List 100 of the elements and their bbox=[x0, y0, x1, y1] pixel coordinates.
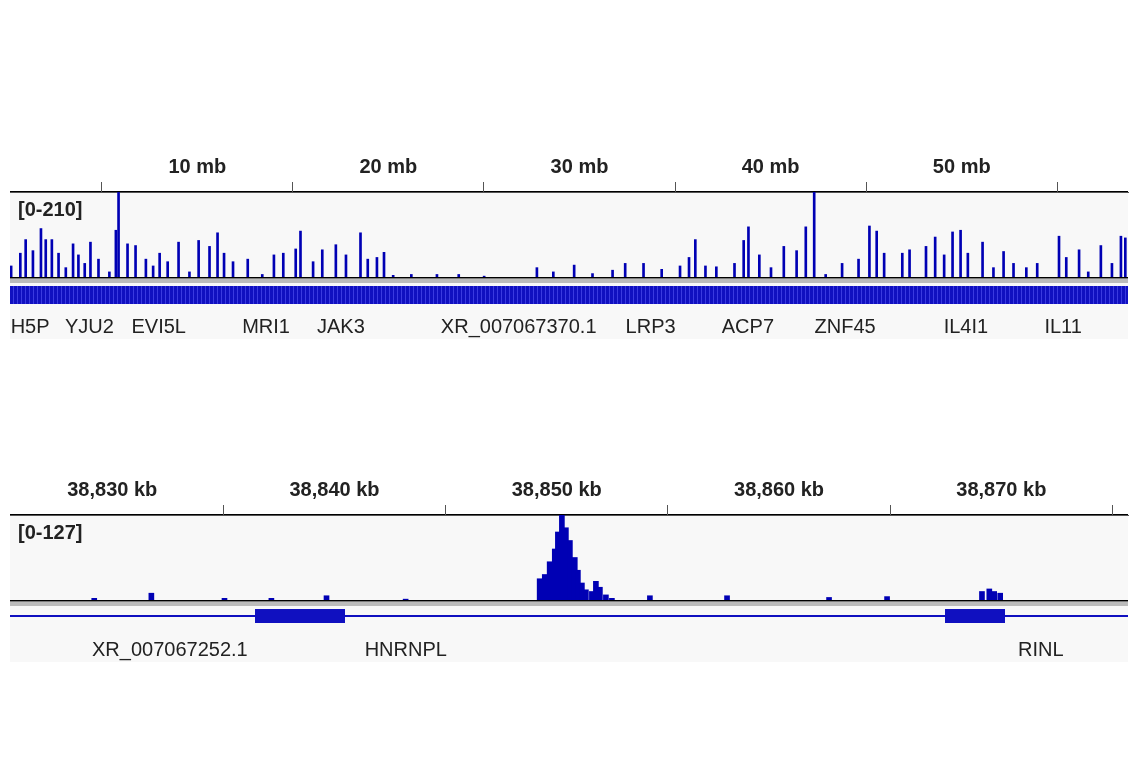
bar bbox=[1086, 271, 1090, 277]
bar bbox=[260, 274, 264, 277]
bar bbox=[246, 258, 250, 277]
bar bbox=[366, 258, 370, 277]
bar bbox=[134, 245, 137, 277]
bar bbox=[724, 595, 730, 600]
text: H5P bbox=[10, 314, 50, 337]
bar bbox=[188, 271, 191, 277]
bar bbox=[221, 597, 228, 600]
text: ACP7 bbox=[721, 314, 775, 337]
bar bbox=[981, 241, 984, 277]
bar bbox=[126, 243, 129, 277]
bar bbox=[884, 596, 890, 600]
text: RINL bbox=[1018, 637, 1064, 660]
bar bbox=[18, 252, 22, 277]
bar bbox=[299, 230, 302, 277]
bar bbox=[294, 248, 298, 277]
text: XR_007067370.1 bbox=[440, 314, 597, 338]
bar bbox=[642, 263, 645, 277]
bar bbox=[410, 274, 413, 277]
bar bbox=[747, 226, 750, 277]
bar bbox=[359, 232, 362, 277]
text: HNRNPL bbox=[364, 637, 447, 660]
x-tick-label: 10 mb bbox=[168, 154, 227, 177]
bar bbox=[611, 269, 614, 277]
bar bbox=[804, 226, 808, 277]
bar bbox=[704, 265, 707, 277]
x-tick-label: 30 mb bbox=[550, 154, 609, 177]
x-tick-label: 38,840 kb bbox=[289, 477, 380, 500]
bar bbox=[197, 240, 200, 277]
text: MRI1 bbox=[242, 314, 290, 337]
annotation: [0-210] bbox=[18, 197, 83, 220]
bar bbox=[552, 271, 555, 277]
bar bbox=[77, 254, 80, 277]
bar bbox=[166, 261, 169, 277]
bar bbox=[623, 263, 627, 277]
bar bbox=[177, 241, 180, 277]
bar bbox=[1064, 257, 1068, 277]
bar bbox=[875, 230, 879, 277]
text: LRP3 bbox=[625, 314, 676, 337]
bar bbox=[1012, 263, 1015, 277]
text: IL4I1 bbox=[943, 314, 989, 337]
bar bbox=[216, 232, 219, 277]
x-tick-label: 20 mb bbox=[359, 154, 418, 177]
bar bbox=[24, 239, 27, 277]
annotation: [0-127] bbox=[18, 520, 83, 543]
bar bbox=[660, 269, 664, 277]
bar bbox=[742, 240, 746, 277]
bar bbox=[323, 595, 330, 600]
bar bbox=[281, 252, 285, 277]
bar bbox=[693, 239, 697, 277]
bar bbox=[782, 246, 786, 277]
bar bbox=[1035, 263, 1039, 277]
bar bbox=[457, 274, 461, 277]
bar bbox=[1123, 237, 1127, 277]
x-tick-label: 40 mb bbox=[741, 154, 800, 177]
text: YJU2 bbox=[64, 314, 114, 337]
text: XR_007067252.1 bbox=[92, 637, 248, 661]
x-tick-label: 50 mb bbox=[932, 154, 991, 177]
bar bbox=[900, 252, 904, 277]
bar bbox=[89, 241, 92, 277]
bar bbox=[83, 263, 87, 277]
bar bbox=[733, 263, 736, 277]
text: EVI5L bbox=[131, 314, 186, 337]
bar bbox=[320, 249, 324, 277]
bar bbox=[959, 229, 962, 277]
bar bbox=[868, 225, 871, 277]
bar bbox=[992, 267, 995, 277]
bar bbox=[391, 274, 395, 277]
bar bbox=[812, 192, 816, 277]
x-tick-label: 38,870 kb bbox=[956, 477, 1047, 500]
bar bbox=[758, 254, 761, 277]
bar bbox=[857, 258, 860, 277]
bar bbox=[1002, 251, 1005, 277]
bar bbox=[57, 252, 60, 277]
bar bbox=[715, 266, 718, 277]
bar bbox=[795, 250, 798, 277]
text: JAK3 bbox=[317, 314, 365, 337]
bar bbox=[647, 595, 653, 600]
bar bbox=[91, 597, 98, 600]
text: IL11 bbox=[1044, 314, 1082, 337]
bar bbox=[908, 249, 911, 277]
x-tick-label: 38,850 kb bbox=[511, 477, 602, 500]
x-tick-label: 38,860 kb bbox=[734, 477, 825, 500]
bar bbox=[117, 192, 120, 277]
bar bbox=[824, 274, 827, 277]
bar bbox=[826, 597, 832, 600]
bar bbox=[536, 578, 543, 600]
bar bbox=[158, 252, 161, 277]
text: ZNF45 bbox=[814, 314, 876, 337]
bar bbox=[64, 267, 68, 277]
bar bbox=[951, 231, 954, 277]
bar bbox=[97, 258, 100, 277]
bar bbox=[268, 597, 275, 600]
bar bbox=[1025, 267, 1028, 277]
bar bbox=[591, 273, 594, 277]
bar bbox=[208, 246, 211, 277]
bar bbox=[108, 271, 111, 277]
x-tick-label: 38,830 kb bbox=[67, 477, 158, 500]
bar bbox=[44, 239, 48, 277]
